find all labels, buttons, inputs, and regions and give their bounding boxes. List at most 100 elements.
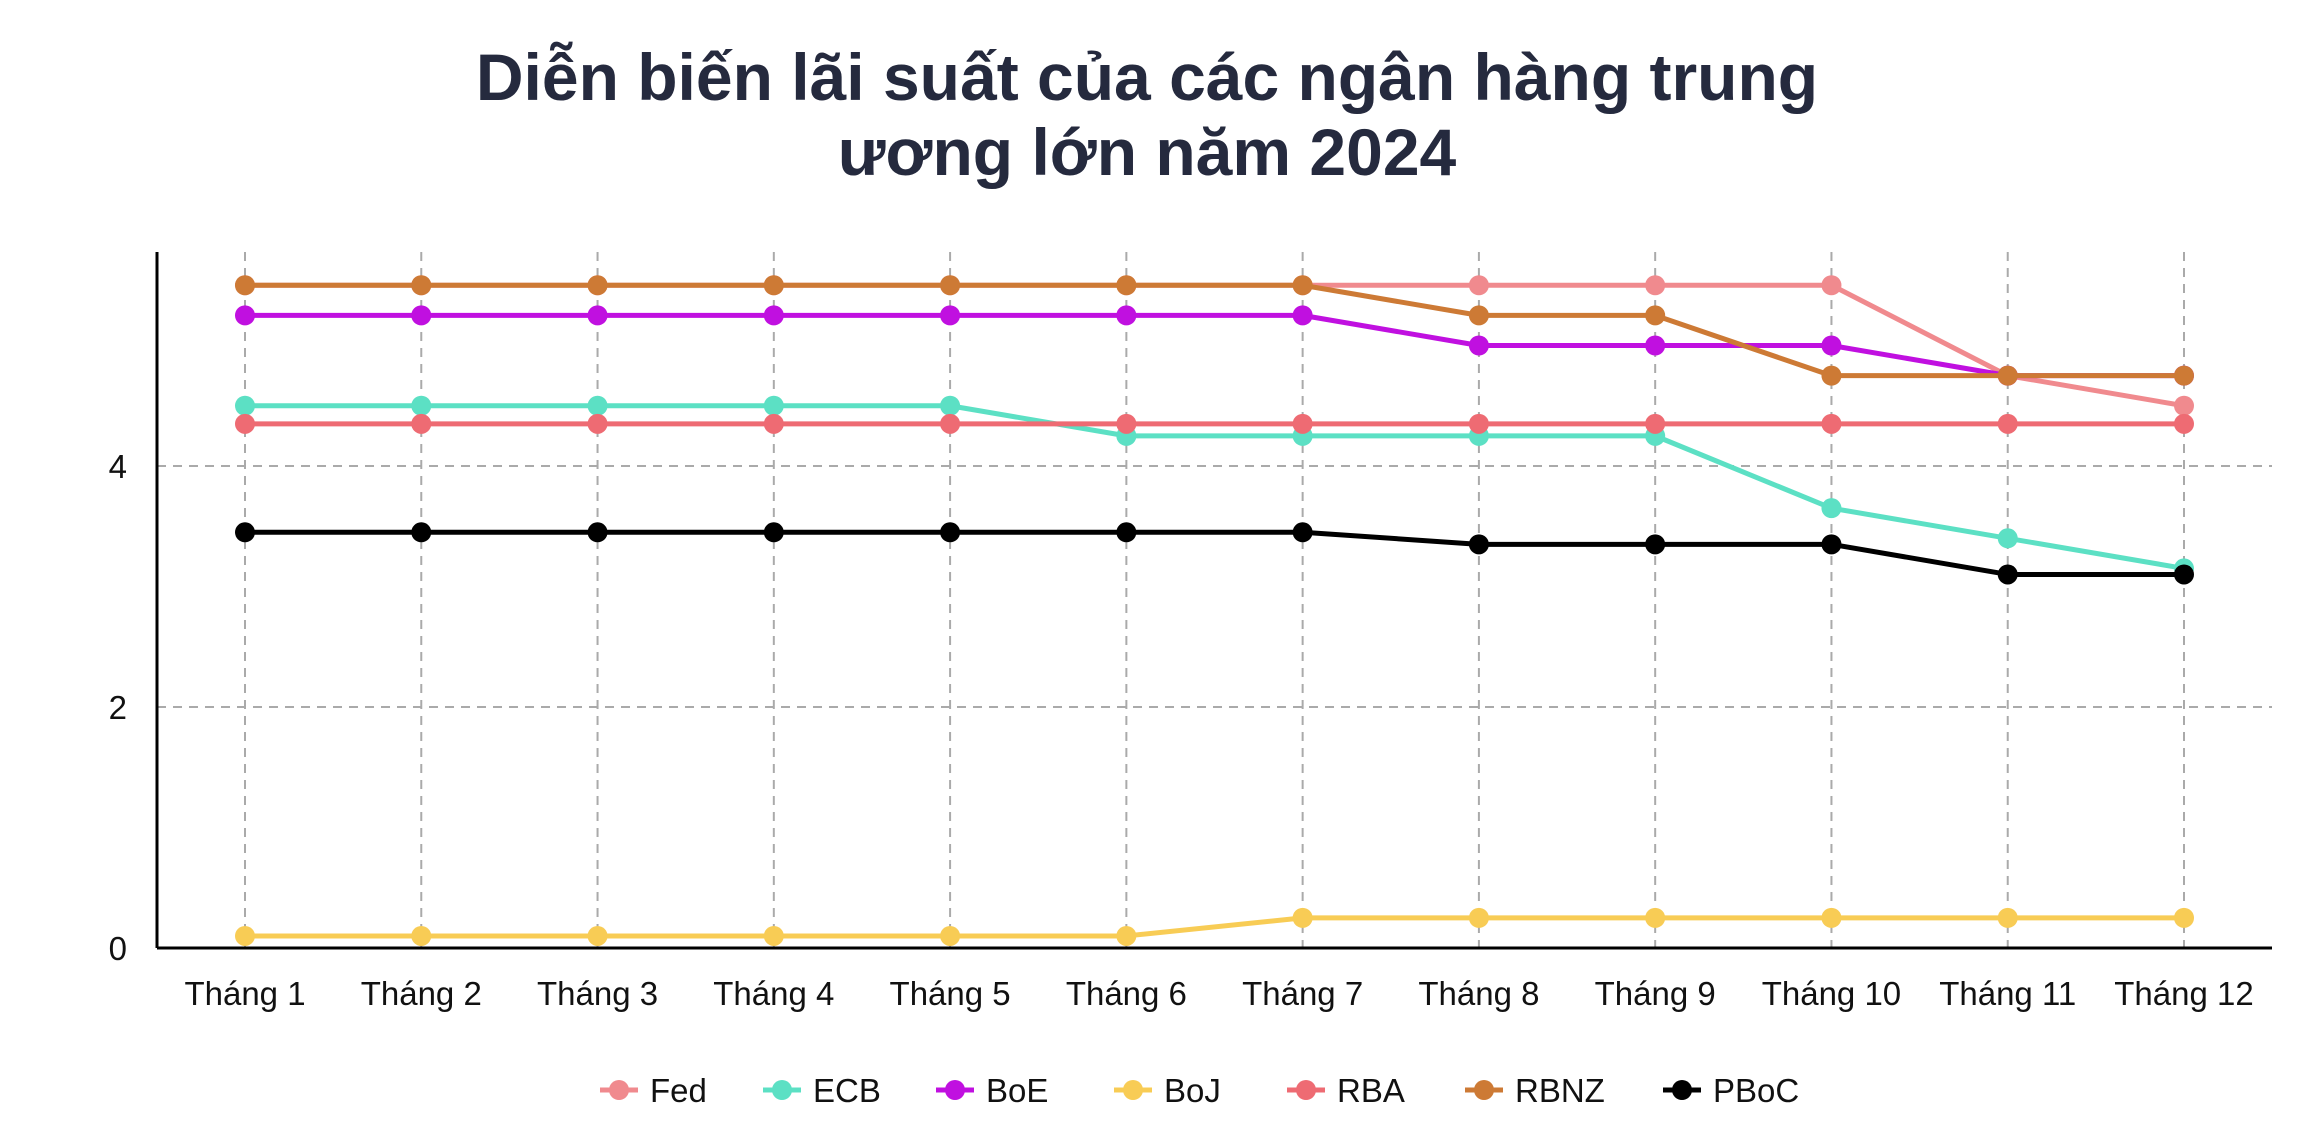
legend-label-rba: RBA	[1337, 1072, 1405, 1109]
data-point-boj	[763, 925, 784, 946]
data-point-boj	[1821, 907, 1842, 928]
data-point-pboc	[940, 522, 961, 543]
series-group	[235, 275, 2194, 946]
data-point-rbnz	[1292, 275, 1313, 296]
data-point-rba	[1821, 413, 1842, 434]
legend-label-boj: BoJ	[1164, 1072, 1221, 1109]
series-boj	[235, 907, 2194, 946]
data-point-fed	[2174, 395, 2194, 416]
data-point-pboc	[235, 522, 255, 543]
axes: Tháng 1 Tháng 2 Tháng 3 Tháng 4 Tháng 5 Tháng…	[109, 252, 2272, 1012]
data-point-rba	[1468, 413, 1489, 434]
data-point-boj	[1116, 925, 1137, 946]
data-point-rbnz	[940, 275, 961, 296]
data-point-boj	[2174, 907, 2194, 928]
legend-marker-ecb	[772, 1080, 792, 1100]
legend-label-ecb: ECB	[813, 1072, 881, 1109]
legend-label-pboc: PBoC	[1713, 1072, 1799, 1109]
x-tick-label: Tháng 6	[1066, 975, 1187, 1012]
legend-marker-boj	[1123, 1080, 1143, 1100]
data-point-rba	[235, 413, 255, 434]
data-point-pboc	[1821, 534, 1842, 555]
data-point-rbnz	[1468, 305, 1489, 326]
data-point-rbnz	[411, 275, 432, 296]
legend-marker-rba	[1296, 1080, 1316, 1100]
data-point-boj	[940, 925, 961, 946]
grid	[157, 252, 2272, 948]
x-tick-label: Tháng 10	[1762, 975, 1901, 1012]
legend: Fed ECB BoE BoJ RBA RBNZ PBoC	[600, 1072, 1799, 1109]
x-tick-label: Tháng 5	[890, 975, 1011, 1012]
legend-marker-fed	[609, 1080, 629, 1100]
series-line-fed	[245, 282, 2185, 409]
data-point-boj	[1468, 907, 1489, 928]
data-point-ecb	[1997, 528, 2018, 549]
data-point-ecb	[940, 395, 961, 416]
legend-label-fed: Fed	[650, 1072, 707, 1109]
x-tick-label: Tháng 8	[1418, 975, 1539, 1012]
data-point-rba	[1645, 413, 1666, 434]
x-tick-label: Tháng 3	[537, 975, 658, 1012]
legend-item-rbnz: RBNZ	[1465, 1072, 1605, 1109]
data-point-rba	[1116, 413, 1137, 434]
data-point-boe	[411, 305, 432, 326]
series-rba	[235, 413, 2194, 434]
data-point-pboc	[1645, 534, 1666, 555]
data-point-ecb	[763, 395, 784, 416]
series-fed	[235, 275, 2194, 416]
data-point-rba	[587, 413, 608, 434]
series-line-boe	[245, 312, 2184, 379]
series-boe	[235, 305, 2194, 386]
data-point-fed	[1645, 275, 1666, 296]
data-point-rba	[2174, 413, 2194, 434]
legend-marker-pboc	[1672, 1080, 1692, 1100]
data-point-boe	[1116, 305, 1137, 326]
data-point-rba	[763, 413, 784, 434]
data-point-boe	[235, 305, 255, 326]
data-point-pboc	[1116, 522, 1137, 543]
data-point-pboc	[763, 522, 784, 543]
chart-title-line-2: ương lớn năm 2024	[838, 115, 1457, 189]
data-point-rbnz	[1997, 365, 2018, 386]
legend-item-fed: Fed	[600, 1072, 707, 1109]
series-line-rbnz	[245, 282, 2184, 379]
data-point-boj	[587, 925, 608, 946]
data-point-rbnz	[1645, 305, 1666, 326]
data-point-boe	[763, 305, 784, 326]
data-point-rba	[1292, 413, 1313, 434]
y-tick-label: 2	[109, 689, 127, 726]
data-point-ecb	[1821, 498, 1842, 519]
series-pboc	[235, 522, 2194, 585]
legend-item-ecb: ECB	[763, 1072, 881, 1109]
data-point-rbnz	[1821, 365, 1842, 386]
series-line-ecb	[245, 403, 2185, 571]
data-point-rba	[411, 413, 432, 434]
data-point-pboc	[411, 522, 432, 543]
legend-item-rba: RBA	[1287, 1072, 1405, 1109]
legend-label-rbnz: RBNZ	[1515, 1072, 1605, 1109]
series-ecb	[235, 395, 2194, 579]
data-point-pboc	[1468, 534, 1489, 555]
x-tick-label: Tháng 9	[1595, 975, 1716, 1012]
data-point-rbnz	[1116, 275, 1137, 296]
data-point-pboc	[587, 522, 608, 543]
data-point-ecb	[587, 395, 608, 416]
series-line-pboc	[245, 529, 2184, 577]
legend-item-boj: BoJ	[1114, 1072, 1221, 1109]
data-point-boj	[1645, 907, 1666, 928]
x-tick-label: Tháng 2	[361, 975, 482, 1012]
data-point-boj	[235, 925, 255, 946]
chart-title-line-1: Diễn biến lãi suất của các ngân hàng tru…	[476, 40, 1818, 114]
data-point-ecb	[411, 395, 432, 416]
legend-item-boe: BoE	[936, 1072, 1048, 1109]
x-tick-label: Tháng 4	[713, 975, 834, 1012]
data-point-rbnz	[587, 275, 608, 296]
data-point-boe	[1468, 335, 1489, 356]
legend-marker-rbnz	[1474, 1080, 1494, 1100]
y-tick-label: 0	[109, 930, 127, 967]
data-point-boe	[1292, 305, 1313, 326]
data-point-rbnz	[2174, 365, 2194, 386]
series-rbnz	[235, 275, 2194, 386]
x-tick-label: Tháng 12	[2114, 975, 2253, 1012]
